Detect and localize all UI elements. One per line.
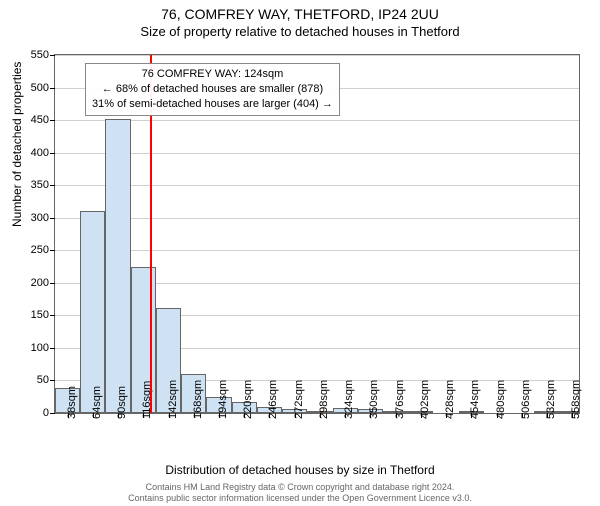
ytick-label: 350 (31, 179, 49, 191)
gridline (55, 185, 579, 186)
ytick-mark (50, 185, 55, 186)
xtick-label: 428sqm (444, 380, 456, 419)
ytick-label: 500 (31, 82, 49, 94)
ytick-label: 300 (31, 212, 49, 224)
ytick-label: 250 (31, 244, 49, 256)
xtick-label: 220sqm (242, 380, 254, 419)
histogram-bar (105, 119, 130, 413)
ytick-mark (50, 120, 55, 121)
footer-attribution: Contains HM Land Registry data © Crown c… (0, 482, 600, 504)
page-subtitle: Size of property relative to detached ho… (0, 24, 600, 39)
ytick-label: 450 (31, 114, 49, 126)
ytick-mark (50, 413, 55, 414)
ytick-label: 400 (31, 147, 49, 159)
x-axis-label: Distribution of detached houses by size … (0, 463, 600, 477)
xtick-label: 480sqm (495, 380, 507, 419)
ytick-label: 550 (31, 49, 49, 61)
ytick-label: 150 (31, 309, 49, 321)
xtick-label: 38sqm (66, 386, 78, 419)
ytick-mark (50, 55, 55, 56)
footer-line-2: Contains public sector information licen… (0, 493, 600, 504)
ytick-mark (50, 283, 55, 284)
gridline (55, 120, 579, 121)
ytick-label: 0 (43, 407, 49, 419)
xtick-label: 90sqm (116, 386, 128, 419)
xtick-label: 506sqm (520, 380, 532, 419)
histogram-bar (80, 211, 105, 413)
xtick-label: 168sqm (192, 380, 204, 419)
ytick-mark (50, 348, 55, 349)
histogram-chart: 05010015020025030035040045050055038sqm64… (54, 54, 580, 414)
xtick-label: 350sqm (368, 380, 380, 419)
gridline (55, 250, 579, 251)
ytick-mark (50, 153, 55, 154)
xtick-label: 402sqm (419, 380, 431, 419)
ytick-label: 200 (31, 277, 49, 289)
ytick-mark (50, 380, 55, 381)
ytick-label: 100 (31, 342, 49, 354)
xtick-label: 324sqm (343, 380, 355, 419)
annotation-line: 76 COMFREY WAY: 124sqm (92, 67, 333, 82)
xtick-label: 64sqm (91, 386, 103, 419)
xtick-label: 246sqm (267, 380, 279, 419)
gridline (55, 55, 579, 56)
xtick-label: 142sqm (167, 380, 179, 419)
xtick-label: 454sqm (469, 380, 481, 419)
xtick-label: 272sqm (293, 380, 305, 419)
gridline (55, 218, 579, 219)
xtick-label: 558sqm (570, 380, 582, 419)
ytick-mark (50, 250, 55, 251)
xtick-label: 532sqm (545, 380, 557, 419)
annotation-line: ← 68% of detached houses are smaller (87… (92, 82, 333, 97)
footer-line-1: Contains HM Land Registry data © Crown c… (0, 482, 600, 493)
y-axis-label: Number of detached properties (10, 62, 24, 227)
gridline (55, 153, 579, 154)
ytick-mark (50, 88, 55, 89)
xtick-label: 376sqm (394, 380, 406, 419)
annotation-line: 31% of semi-detached houses are larger (… (92, 97, 333, 112)
annotation-box: 76 COMFREY WAY: 124sqm← 68% of detached … (85, 63, 340, 116)
ytick-mark (50, 218, 55, 219)
ytick-mark (50, 315, 55, 316)
xtick-label: 298sqm (318, 380, 330, 419)
page-title: 76, COMFREY WAY, THETFORD, IP24 2UU (0, 6, 600, 22)
ytick-label: 50 (37, 374, 49, 386)
xtick-label: 194sqm (217, 380, 229, 419)
